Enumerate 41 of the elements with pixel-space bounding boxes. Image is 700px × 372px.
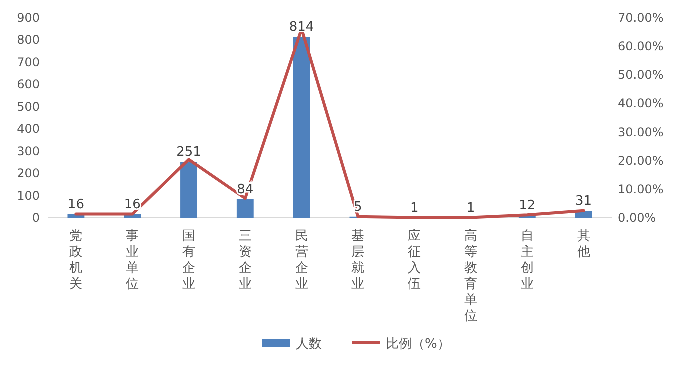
bar bbox=[293, 37, 310, 218]
y2-tick-label: 50.00% bbox=[618, 68, 664, 82]
y2-tick-label: 0.00% bbox=[618, 211, 656, 225]
y2-tick-label: 10.00% bbox=[618, 182, 664, 196]
y2-tick-label: 60.00% bbox=[618, 40, 664, 54]
x-tick-label: 高等教育单位 bbox=[464, 228, 478, 324]
text: 1 bbox=[466, 200, 476, 216]
y2-tick-label: 20.00% bbox=[618, 154, 664, 168]
bar bbox=[180, 162, 198, 218]
text: 251 bbox=[176, 145, 202, 160]
legend-label: 人数 bbox=[296, 337, 322, 352]
text: 16 bbox=[68, 197, 84, 212]
y-tick-label: 200 bbox=[17, 166, 40, 181]
x-tick-label: 自主创业 bbox=[520, 229, 534, 292]
y-tick-label: 400 bbox=[17, 122, 40, 136]
x-tick-label: 事业单位 bbox=[126, 229, 140, 292]
text: 12 bbox=[519, 198, 536, 214]
x-tick-label: 三资企业 bbox=[238, 229, 252, 292]
y-tick-label: 700 bbox=[17, 55, 40, 70]
x-tick-label: 其他 bbox=[577, 229, 590, 260]
y-tick-label: 300 bbox=[17, 144, 40, 158]
x-tick-label: 基层就业 bbox=[352, 229, 365, 292]
y-tick-label: 900 bbox=[17, 11, 40, 25]
y-tick-label: 500 bbox=[17, 100, 40, 114]
x-tick-label: 党政机关 bbox=[70, 229, 83, 292]
x-tick-label: 国有企业 bbox=[182, 229, 196, 292]
y-tick-label: 100 bbox=[17, 188, 40, 203]
y-tick-label: 800 bbox=[17, 33, 40, 48]
x-tick-label: 民营企业 bbox=[295, 229, 308, 292]
y2-tick-label: 30.00% bbox=[618, 125, 664, 140]
y-tick-label: 600 bbox=[17, 78, 40, 92]
legend-label: 比例（%） bbox=[386, 337, 450, 352]
x-tick-label: 应征入伍 bbox=[408, 228, 422, 292]
y2-tick-label: 40.00% bbox=[618, 96, 664, 111]
text: 31 bbox=[576, 194, 592, 210]
y-tick-label: 0 bbox=[32, 211, 40, 225]
text: 814 bbox=[289, 20, 314, 36]
text: 16 bbox=[124, 197, 141, 212]
y2-tick-label: 70.00% bbox=[618, 11, 664, 25]
text: 1 bbox=[410, 200, 419, 216]
bar bbox=[236, 199, 254, 218]
